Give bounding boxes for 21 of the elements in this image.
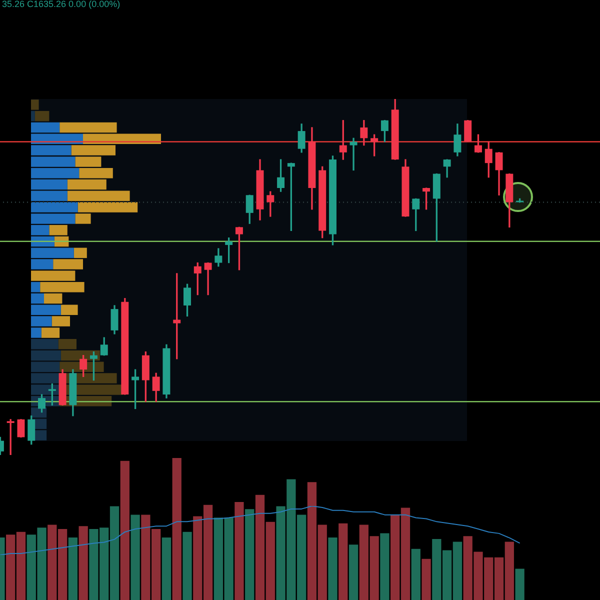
- bar: [245, 509, 254, 600]
- candlestick: [48, 383, 56, 406]
- bar: [515, 568, 524, 600]
- bar: [172, 458, 182, 600]
- candlestick: [6, 419, 14, 455]
- bar: [348, 544, 358, 600]
- bar: [78, 526, 88, 600]
- candlestick: [173, 273, 181, 360]
- bar: [182, 532, 192, 600]
- bar: [162, 538, 172, 600]
- bar: [234, 502, 244, 600]
- bar: [120, 460, 130, 600]
- text: 35.26 C1635.26 0.00 (0.00%): [2, 0, 120, 9]
- bar: [31, 110, 35, 122]
- bar: [422, 558, 431, 600]
- bar: [68, 538, 78, 600]
- bar: [130, 514, 140, 600]
- bar: [338, 523, 348, 600]
- bar: [380, 533, 390, 600]
- bar: [328, 538, 338, 600]
- bar: [411, 548, 420, 600]
